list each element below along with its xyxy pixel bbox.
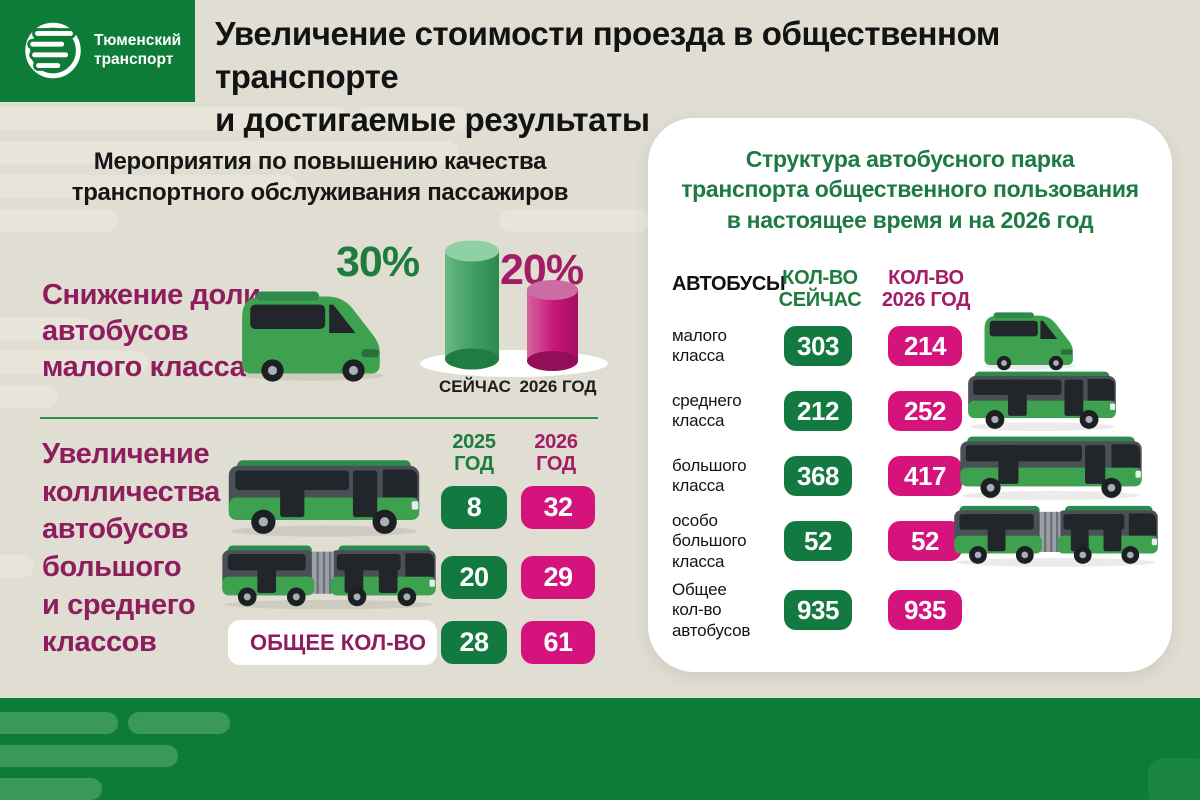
future-caption: 2026 ГОД	[519, 377, 597, 396]
column-header-count-2026: КОЛ-ВО 2026 ГОД	[881, 267, 971, 311]
background-stripe	[500, 209, 650, 232]
articulated-bus-image	[220, 534, 438, 620]
value-2026-row2: 29	[521, 556, 595, 599]
total-2025-value: 28	[441, 621, 507, 664]
increase-label-line1: Увеличение	[42, 438, 210, 470]
background-stripe	[0, 385, 58, 408]
fleet-now-medium: 212	[784, 391, 852, 431]
increase-label-line5: и среднего	[42, 588, 196, 621]
value-2025-row2: 20	[441, 556, 507, 599]
background-stripe	[356, 107, 468, 130]
footer-stripe	[0, 712, 118, 734]
now-caption: СЕЙЧАС	[439, 377, 511, 396]
fleet-card-title: Структура автобусного парка транспорта о…	[681, 146, 1139, 233]
fleet-row-label-medium: среднего класса	[672, 391, 742, 431]
fleet-row-label-large: большого класса	[672, 456, 747, 496]
measures-title-line1: Мероприятия по повышению качества	[93, 148, 547, 175]
fleet-now-small: 303	[784, 326, 852, 366]
total-2026-value: 61	[521, 621, 595, 664]
brand-name-line1: Тюменский	[94, 32, 182, 49]
background-stripe	[0, 351, 148, 374]
page-title-line2: и достигаемые результаты	[215, 100, 650, 138]
background-stripe	[0, 175, 298, 198]
increase-label-line4: большого	[42, 551, 182, 584]
small-class-bus-image	[232, 282, 394, 384]
fleet-now-total: 935	[784, 590, 852, 630]
small-class-bus-image	[978, 306, 1082, 372]
cylinder-2026	[527, 280, 578, 372]
brand-name-line2: транспорт	[94, 50, 174, 68]
fleet-2026-large: 417	[888, 456, 962, 496]
column-header-buses: АВТОБУСЫ	[672, 273, 786, 295]
fleet-structure-card: Структура автобусного парка транспорта о…	[648, 118, 1172, 672]
measures-title-line2: транспортного обслуживания пассажиров	[71, 179, 569, 207]
background-stripe	[0, 209, 118, 232]
value-2026-row1: 32	[521, 486, 595, 529]
increase-label-line2: колличества	[42, 475, 220, 508]
column-header-2025: 2025 ГОД	[452, 431, 496, 475]
page-title-line1: Увеличение стоимости проезда в обществен…	[215, 15, 1000, 95]
large-class-bus-image	[226, 458, 422, 538]
fleet-2026-medium: 252	[888, 391, 962, 431]
increase-label-line6: классов	[42, 626, 157, 659]
tyumen-transport-logo-icon	[25, 22, 81, 79]
now-percent-value: 30%	[336, 238, 420, 286]
value-2025-row1: 8	[441, 486, 507, 529]
footer-band	[0, 698, 1200, 800]
logo-block: Тюменский транспорт	[0, 0, 195, 102]
cylinder-now	[445, 240, 499, 370]
increase-label-line3: автобусов	[42, 513, 189, 546]
page-title: Увеличение стоимости проезда в обществен…	[215, 13, 1175, 142]
fleet-row-label-total: Общее кол-во автобусов	[672, 580, 751, 640]
fleet-row-label-extra-large: особо большого класса	[672, 511, 747, 571]
background-stripe	[0, 317, 93, 340]
section-divider	[40, 417, 598, 419]
brand-name: Тюменский транспорт	[94, 32, 181, 69]
fleet-now-large: 368	[784, 456, 852, 496]
medium-class-bus-image	[966, 370, 1118, 432]
footer-corner-accent	[1148, 758, 1200, 800]
background-stripe	[0, 141, 458, 164]
footer-stripe	[0, 778, 102, 800]
fleet-2026-total: 935	[888, 590, 962, 630]
footer-stripe	[128, 712, 230, 734]
background-stripe	[0, 107, 348, 130]
reduce-share-label: Снижение доли автобусов малого класса	[42, 278, 261, 386]
reduce-label-line1: Снижение доли	[42, 279, 261, 311]
reduce-label-line3: малого класса	[42, 350, 246, 383]
reduce-label-line2: автобусов	[42, 314, 189, 347]
column-header-count-now: КОЛ-ВО СЕЙЧАС	[778, 267, 862, 311]
fleet-2026-small: 214	[888, 326, 962, 366]
footer-stripe	[0, 745, 178, 767]
measures-section-title: Мероприятия по повышению качества трансп…	[55, 146, 585, 208]
column-header-2026: 2026 ГОД	[534, 431, 578, 475]
increase-count-label: Увеличение колличества автобусов большог…	[42, 436, 220, 662]
fleet-row-label-small: малого класса	[672, 326, 727, 366]
large-class-bus-image	[958, 433, 1144, 503]
fleet-2026-extra-large: 52	[888, 521, 962, 561]
total-count-pill: ОБЩЕЕ КОЛ-ВО	[228, 620, 437, 665]
background-stripe	[0, 555, 34, 578]
fleet-now-extra-large: 52	[784, 521, 852, 561]
extra-large-class-bus-image	[952, 498, 1160, 574]
